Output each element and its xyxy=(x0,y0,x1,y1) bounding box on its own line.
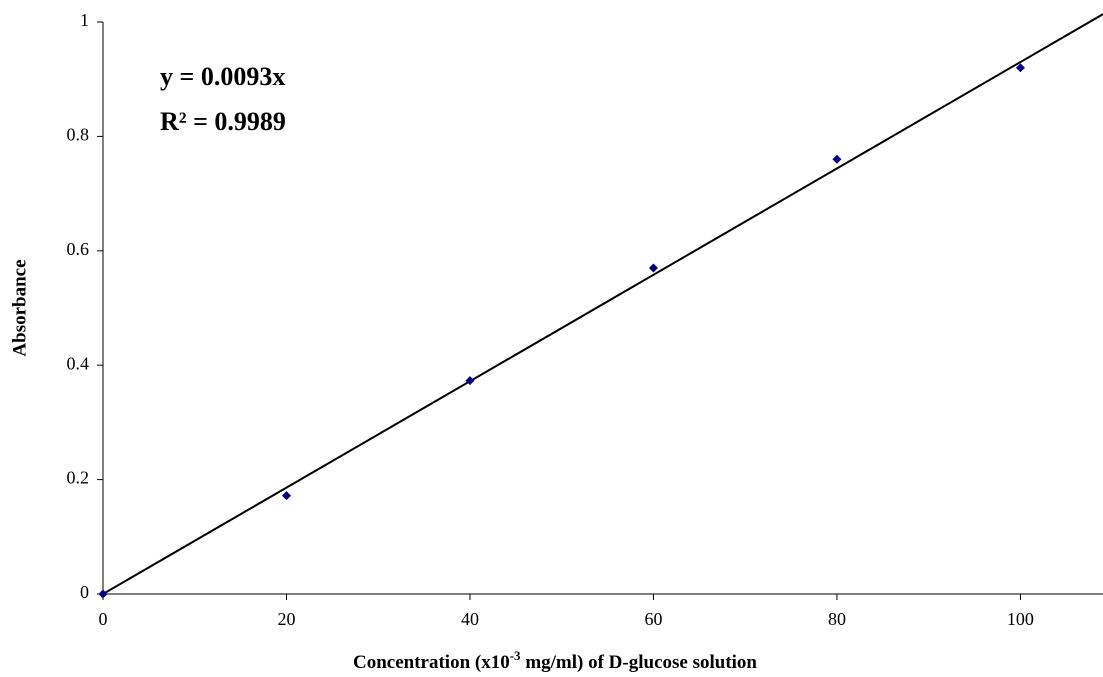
y-tick-label: 0 xyxy=(80,582,89,602)
x-tick-label: 60 xyxy=(644,609,662,629)
data-point xyxy=(832,155,841,164)
x-tick-label: 20 xyxy=(277,609,295,629)
x-title-part: mg/ml) of D-glucose solution xyxy=(521,652,758,673)
data-point xyxy=(282,491,291,500)
r-squared: R² = 0.9989 xyxy=(160,107,286,136)
y-tick-label: 0.4 xyxy=(67,353,90,373)
trend-equation: y = 0.0093x xyxy=(160,62,285,91)
x-tick-label: 0 xyxy=(99,609,108,629)
x-title-sup: -3 xyxy=(510,648,521,663)
trendline xyxy=(103,14,1103,594)
page: {"chart_data": { "type": "scatter", "x_l… xyxy=(0,0,1103,677)
x-tick-label: 100 xyxy=(1007,609,1034,629)
chart: y = 0.0093x R² = 0.9989 Absorbance Conce… xyxy=(0,0,1103,677)
y-tick-label: 0.8 xyxy=(67,125,90,145)
data-point xyxy=(99,590,108,599)
x-axis-title: Concentration (x10-3 mg/ml) of D-glucose… xyxy=(353,648,757,673)
x-title-part: Concentration (x10 xyxy=(353,652,510,673)
y-tick-label: 0.2 xyxy=(67,468,90,488)
y-tick-label: 0.6 xyxy=(67,239,90,259)
y-axis-title: Absorbance xyxy=(9,259,30,356)
x-tick-label: 40 xyxy=(461,609,479,629)
x-tick-label: 80 xyxy=(828,609,846,629)
data-point xyxy=(649,263,658,272)
y-tick-label: 1 xyxy=(80,10,89,30)
